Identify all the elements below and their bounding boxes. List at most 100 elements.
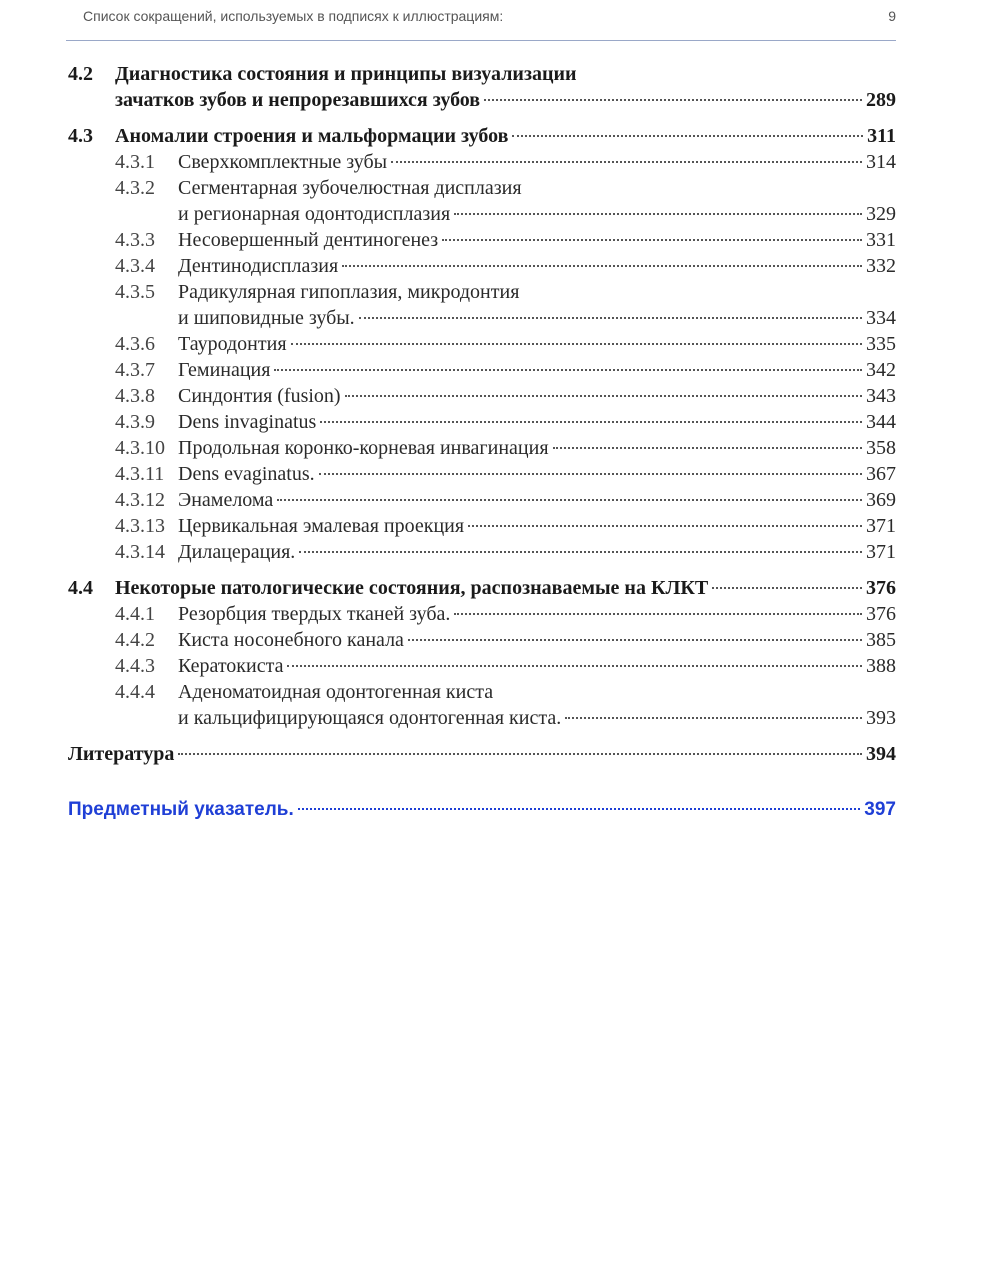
- entry-page: 376: [866, 603, 896, 625]
- toc-line: Литература 394: [68, 741, 896, 767]
- toc-entry[interactable]: 4.3.14 Дилацерация. 371: [68, 539, 896, 565]
- entry-number: 4.3.7: [115, 359, 155, 381]
- toc-entry[interactable]: 4.4.3 Кератокиста 388: [68, 653, 896, 679]
- header-divider: [66, 40, 896, 41]
- entry-title: Dens evaginatus.: [178, 463, 315, 485]
- entry-page: 397: [864, 799, 896, 820]
- toc-entry[interactable]: 4.4.1 Резорбция твердых тканей зуба. 376: [68, 601, 896, 627]
- toc-entry[interactable]: 4.4.4 Аденоматоидная одонтогенная киста4.…: [68, 679, 896, 731]
- dot-leader: [320, 421, 862, 423]
- entry-title: Резорбция твердых тканей зуба.: [178, 603, 451, 625]
- dot-leader: [344, 395, 862, 397]
- toc-entry[interactable]: 4.3.3 Несовершенный дентиногенез 331: [68, 227, 896, 253]
- entry-number: 4.3.8: [115, 385, 155, 407]
- toc-line: 4.3.1 Сверхкомплектные зубы 314: [68, 149, 896, 175]
- toc-entry[interactable]: 4.3.13 Цервикальная эмалевая проекция 371: [68, 513, 896, 539]
- toc-entry[interactable]: 4.3.10 Продольная коронко-корневая инваги…: [68, 435, 896, 461]
- entry-page: 393: [866, 707, 896, 729]
- dot-leader: [552, 447, 862, 449]
- entry-number: 4.3.10: [115, 437, 165, 459]
- dot-leader: [277, 499, 862, 501]
- dot-leader: [454, 613, 862, 615]
- dot-leader: [342, 265, 862, 267]
- entry-title: Тауродонтия: [178, 333, 287, 355]
- toc-entry[interactable]: 4.2 Диагностика состояния и принципы визу…: [68, 61, 896, 113]
- toc-entry[interactable]: 4.3.12 Энамелома 369: [68, 487, 896, 513]
- toc-line: 4.3.11 Dens evaginatus. 367: [68, 461, 896, 487]
- entry-page: 335: [866, 333, 896, 355]
- toc-entry[interactable]: 4.3.11 Dens evaginatus. 367: [68, 461, 896, 487]
- entry-number: 4.3.3: [115, 229, 155, 251]
- entry-title: и регионарная одонтодисплазия: [178, 203, 451, 225]
- entry-number: 4.3.5: [115, 281, 155, 303]
- dot-leader: [565, 717, 862, 719]
- dot-leader: [178, 753, 862, 755]
- toc-line: 4.4.1 Резорбция твердых тканей зуба. 376: [68, 601, 896, 627]
- toc-line: 4.3.10 Продольная коронко-корневая инваги…: [68, 435, 896, 461]
- toc-line: 4.3.14 Дилацерация. 371: [68, 539, 896, 565]
- toc-line: 4.3.3 Несовершенный дентиногенез 331: [68, 227, 896, 253]
- toc-line: 4.3.5и шиповидные зубы.334: [68, 305, 896, 331]
- entry-page: 367: [866, 463, 896, 485]
- entry-number: 4.4: [68, 577, 93, 599]
- toc-line: Предметный указатель. 397: [68, 797, 896, 823]
- toc-entry[interactable]: 4.3.6 Тауродонтия 335: [68, 331, 896, 357]
- toc-entry[interactable]: 4.3.4 Дентинодисплазия 332: [68, 253, 896, 279]
- entry-title: Дилацерация.: [178, 541, 296, 563]
- dot-leader: [299, 551, 862, 553]
- entry-title: зачатков зубов и непрорезавшихся зубов: [115, 89, 481, 111]
- toc-entry[interactable]: 4.3.9 Dens invaginatus 344: [68, 409, 896, 435]
- entry-number: 4.4.1: [115, 603, 155, 625]
- table-of-contents: 4.2 Диагностика состояния и принципы визу…: [68, 61, 896, 823]
- toc-entry[interactable]: 4.4.2 Киста носонебного канала 385: [68, 627, 896, 653]
- entry-page: 342: [866, 359, 896, 381]
- dot-leader: [290, 343, 862, 345]
- toc-line: 4.4.3 Кератокиста 388: [68, 653, 896, 679]
- entry-page: 369: [866, 489, 896, 511]
- entry-number: 4.4.4: [115, 681, 155, 703]
- entry-number: 4.3.2: [115, 177, 155, 199]
- toc-line: 4.2зачатков зубов и непрорезавшихся зубо…: [68, 87, 896, 113]
- toc-line: 4.3.7 Геминация 342: [68, 357, 896, 383]
- entry-title: Синдонтия (fusion): [178, 385, 341, 407]
- entry-page: 329: [866, 203, 896, 225]
- toc-line: 4.3.8 Синдонтия (fusion) 343: [68, 383, 896, 409]
- entry-page: 314: [866, 151, 896, 173]
- entry-page: 331: [866, 229, 896, 251]
- toc-entry[interactable]: Литература 394: [68, 741, 896, 767]
- toc-line: 4.4.4и кальцифицирующаяся одонтогенная к…: [68, 705, 896, 731]
- entry-number: 4.3.9: [115, 411, 155, 433]
- toc-entry[interactable]: 4.3.5 Радикулярная гипоплазия, микродонти…: [68, 279, 896, 331]
- entry-title: Предметный указатель.: [68, 799, 294, 820]
- toc-entry[interactable]: 4.3.8 Синдонтия (fusion) 343: [68, 383, 896, 409]
- toc-entry[interactable]: Предметный указатель. 397: [68, 797, 896, 823]
- entry-title: Сверхкомплектные зубы: [178, 151, 388, 173]
- entry-number: 4.4.3: [115, 655, 155, 677]
- entry-page: 371: [866, 515, 896, 537]
- dot-leader: [468, 525, 862, 527]
- entry-page: 311: [867, 125, 896, 147]
- entry-title: Сегментарная зубочелюстная дисплазия: [178, 177, 522, 199]
- entry-page: 334: [866, 307, 896, 329]
- toc-line: 4.2 Диагностика состояния и принципы визу…: [68, 61, 896, 87]
- entry-number: 4.3.1: [115, 151, 155, 173]
- entry-title: Несовершенный дентиногенез: [178, 229, 439, 251]
- dot-leader: [318, 473, 862, 475]
- toc-line: 4.4 Некоторые патологические состояния, р…: [68, 575, 896, 601]
- entry-title: Аномалии строения и мальформации зубов: [115, 125, 509, 147]
- toc-line: 4.3.4 Дентинодисплазия 332: [68, 253, 896, 279]
- entry-title: Кератокиста: [178, 655, 284, 677]
- toc-entry[interactable]: 4.4 Некоторые патологические состояния, р…: [68, 575, 896, 601]
- entry-title: Энамелома: [178, 489, 274, 511]
- toc-entry[interactable]: 4.3.1 Сверхкомплектные зубы 314: [68, 149, 896, 175]
- toc-entry[interactable]: 4.3.7 Геминация 342: [68, 357, 896, 383]
- entry-number: 4.3.13: [115, 515, 165, 537]
- toc-line: 4.4.2 Киста носонебного канала 385: [68, 627, 896, 653]
- toc-entry[interactable]: 4.3 Аномалии строения и мальформации зубо…: [68, 123, 896, 149]
- toc-entry[interactable]: 4.3.2 Сегментарная зубочелюстная дисплази…: [68, 175, 896, 227]
- header-title: Список сокращений, используемых в подпис…: [83, 8, 504, 24]
- dot-leader: [712, 587, 862, 589]
- entry-title: Некоторые патологические состояния, расп…: [115, 577, 709, 599]
- toc-line: 4.4.4 Аденоматоидная одонтогенная киста: [68, 679, 896, 705]
- dot-leader: [442, 239, 862, 241]
